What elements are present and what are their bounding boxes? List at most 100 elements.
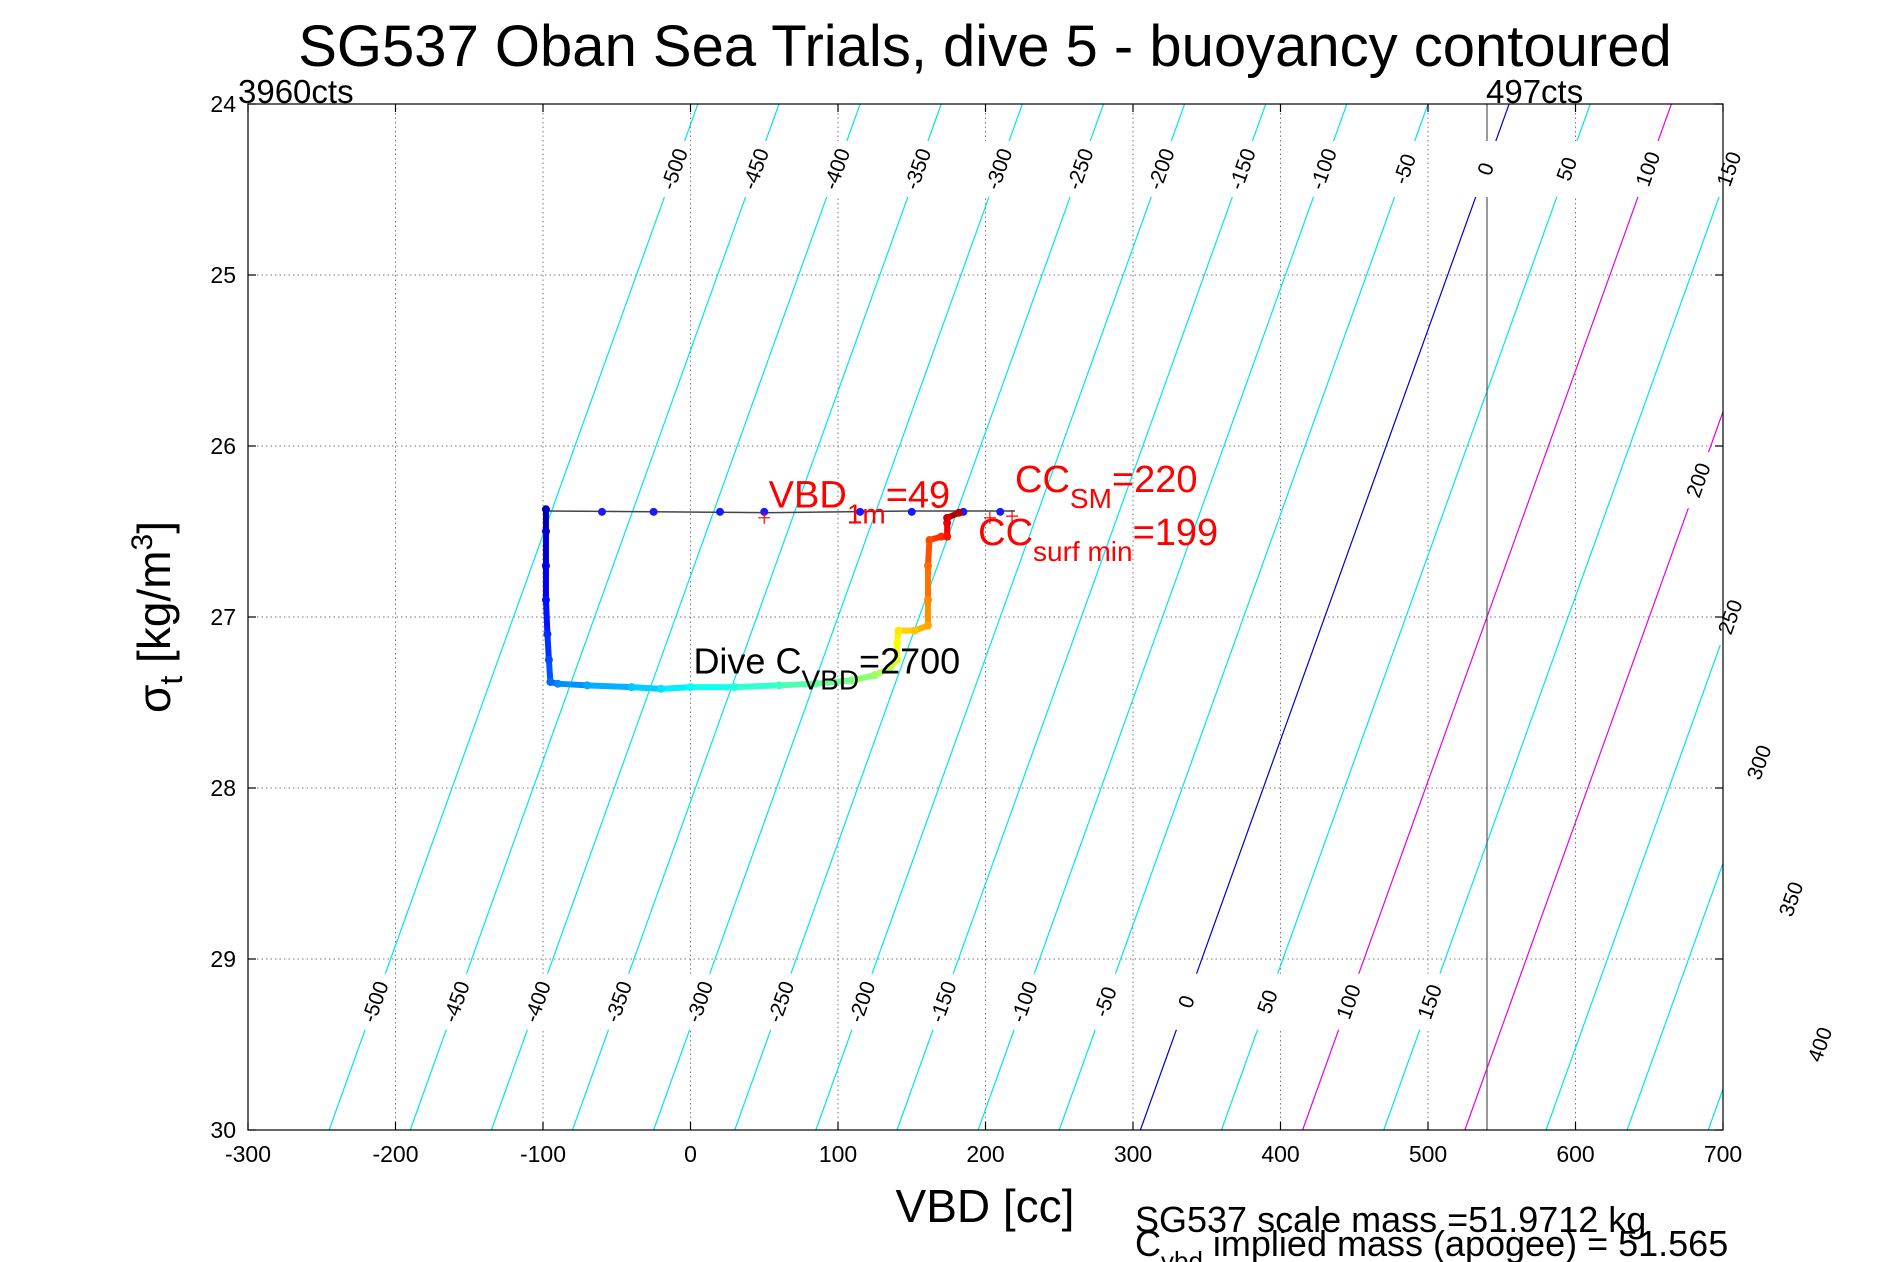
- profile-point-5: [544, 655, 553, 664]
- profile-segment-4: [544, 631, 552, 663]
- footer-scale-mass: SG537 scale mass =51.9712 kg: [1135, 1199, 1646, 1240]
- annotation-cc-sm-value: =220: [1112, 459, 1198, 501]
- x-tick-label-200: 200: [966, 1141, 1004, 1167]
- contour-label-top--500-bg: [660, 140, 689, 197]
- profile-point-16: [870, 671, 879, 680]
- y-tick-label-26: 26: [210, 433, 236, 459]
- profile-point-21: [910, 626, 919, 635]
- contour-label-right-350-bg: [1777, 871, 1806, 928]
- x-tick-label-300: 300: [1114, 1141, 1152, 1167]
- profile-point-0: [541, 505, 550, 514]
- profile-point-13: [775, 681, 783, 690]
- profile-point-8: [583, 681, 592, 690]
- contour-label-top-100-bg: [1634, 140, 1663, 197]
- contour-label-top--50-bg: [1390, 140, 1419, 197]
- contour-label-bottom-100-bg: [1334, 973, 1363, 1030]
- grid: [248, 104, 1723, 1130]
- profile-point-27: [943, 532, 952, 541]
- y-axis-label-close: ]: [128, 521, 180, 534]
- contour-label-bottom--400-bg: [523, 973, 552, 1030]
- y-tick-label-27: 27: [210, 604, 236, 630]
- profile-point-23: [923, 595, 932, 604]
- x-tick-label--300: -300: [225, 1141, 271, 1167]
- y-tick-label-30: 30: [210, 1117, 236, 1143]
- contour-line--50: [1058, 104, 1429, 1130]
- x-tick-label--100: -100: [520, 1141, 566, 1167]
- contour-line--450: [409, 104, 780, 1130]
- profile-segment-3: [542, 596, 551, 638]
- profile-segment-12: [731, 682, 782, 691]
- profile-point-25: [925, 536, 934, 545]
- footer-implied-mass-sub: vbd: [1161, 1246, 1203, 1262]
- annotation-dive-cvbd-sub: VBD: [801, 664, 859, 695]
- contour-label-top--300-bg: [985, 140, 1014, 197]
- contour-label-bottom--50-bg: [1091, 973, 1120, 1030]
- axis-ticks: -300 -200 -100 0 100 200 300 400 500 600 700 24 25 26…: [210, 91, 1742, 1167]
- contour-labels: -500 -450 -400 -350 -300 -250 -200 -150 -100 -50 0…: [358, 140, 1837, 1073]
- corner-label-left: 3960cts: [238, 73, 354, 110]
- annotation-vbd-1m: VBD1m=49: [769, 475, 951, 530]
- ascent-marker-1: [649, 507, 658, 516]
- contour-label-bottom--500-bg: [361, 973, 390, 1030]
- contour-line--300: [653, 104, 1023, 1130]
- annotation-cc-sm-main: CC: [1015, 459, 1070, 501]
- y-axis-label: σt [kg/m3]: [126, 521, 189, 713]
- annotation-cc-surf-main: CC: [978, 512, 1033, 554]
- annotation-dive-cvbd: Dive CVBD=2700: [693, 640, 960, 695]
- y-tick-label-25: 25: [210, 262, 236, 288]
- contour-label-top--100-bg: [1309, 140, 1338, 197]
- annotation-vbd-1m-sub: 1m: [847, 499, 886, 530]
- ascent-marker-0: [598, 507, 606, 516]
- contour-line--500: [328, 104, 699, 1130]
- profile-point-17: [885, 664, 894, 673]
- footer-implied-mass-main: C: [1135, 1223, 1161, 1262]
- profile-point-30: [954, 508, 963, 517]
- annotations: VBD1m=49 CCSM=220 CCsurf min=199 Dive CV…: [693, 459, 1218, 695]
- contour-label-bottom--200-bg: [847, 973, 876, 1030]
- contour-label-right-300-bg: [1745, 734, 1774, 791]
- ascent-marker-7: [996, 507, 1005, 516]
- profile-segment-9: [628, 684, 664, 692]
- y-axis-label-sigma: σ: [128, 685, 180, 713]
- profile-segment-13: [776, 680, 819, 689]
- contour-label-top--450-bg: [741, 140, 770, 197]
- contour-line-150: [1383, 184, 1723, 1130]
- contour-line-50: [1220, 104, 1591, 1130]
- annotation-cc-surf-value: =199: [1133, 512, 1219, 554]
- contour-label-bottom--300-bg: [685, 973, 714, 1030]
- footer-implied-mass-rest: implied mass (apogee) = 51.565: [1203, 1223, 1728, 1262]
- contour-label-top-0-bg: [1471, 140, 1500, 197]
- profile-segment-8: [584, 682, 635, 691]
- contour-label-right-200-bg: [1684, 452, 1713, 509]
- profile-segment-24: [924, 537, 933, 569]
- contour-label-bottom-0-bg: [1172, 973, 1201, 1030]
- contour-label-bottom-150-bg: [1415, 973, 1444, 1030]
- contour-line-250: [1545, 635, 1723, 1130]
- profile-point-1: [541, 527, 550, 536]
- x-tick-label--200: -200: [372, 1141, 418, 1167]
- contour-line--150: [896, 104, 1267, 1130]
- x-tick-label-700: 700: [1704, 1141, 1742, 1167]
- corner-label-right: 497cts: [1486, 73, 1583, 110]
- profile-point-22: [923, 621, 932, 630]
- profile-point-29: [943, 513, 952, 522]
- x-tick-label-0: 0: [684, 1141, 697, 1167]
- profile-point-3: [541, 595, 550, 604]
- contour-line-300: [1626, 861, 1723, 1130]
- profile-segment-10: [658, 684, 694, 692]
- profile-point-26: [937, 532, 946, 541]
- contour-label-bottom--100-bg: [1010, 973, 1039, 1030]
- footer-implied-mass: Cvbd implied mass (apogee) = 51.565: [1135, 1223, 1728, 1262]
- annotation-dive-cvbd-value: =2700: [859, 640, 960, 681]
- contour-label-bottom-50-bg: [1253, 973, 1282, 1030]
- profile-point-12: [730, 683, 739, 692]
- profile-point-7: [553, 679, 562, 688]
- profile-segment-7: [554, 680, 591, 689]
- contour-label-top--150-bg: [1228, 140, 1257, 197]
- profile-point-18: [893, 655, 901, 664]
- annotation-cc-surf-sub: surf min: [1033, 536, 1133, 567]
- contour-label-top--350-bg: [903, 140, 932, 197]
- contour-line--250: [734, 104, 1105, 1130]
- y-tick-label-28: 28: [210, 775, 236, 801]
